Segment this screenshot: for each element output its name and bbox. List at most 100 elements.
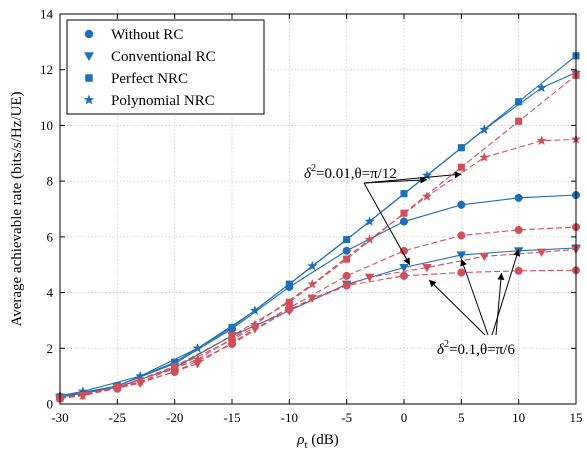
x-axis-label-subscript: t: [304, 439, 307, 451]
data-point: [457, 200, 466, 209]
data-point: [399, 217, 409, 226]
annotation-arrow: [460, 258, 489, 336]
annotation-case-a-rest: =0.01,θ=π/12: [316, 166, 397, 182]
series-red-circle-b: [55, 266, 581, 403]
data-point: [364, 234, 375, 244]
annotation-case-a: δ2=0.01,θ=π/12: [304, 163, 397, 182]
data-point: [514, 193, 523, 202]
data-point: [479, 252, 490, 262]
data-point: [536, 82, 547, 93]
annotation-case-b-rest: =0.1,θ=π/6: [449, 342, 515, 358]
data-point: [399, 246, 409, 255]
data-point: [227, 340, 237, 349]
legend-marker-triangle-down: [83, 52, 95, 62]
tick-labels: -30 -25 -20 -15 -10 -5 0 5 10 15 0 2 4 6 8 10 12 14: [40, 7, 583, 426]
annotation-case-a-delta: δ: [304, 166, 312, 182]
data-point: [421, 191, 432, 201]
legend-label: Conventional RC: [111, 49, 216, 65]
data-point: [78, 392, 88, 401]
series-line: [59, 226, 577, 399]
data-point: [249, 305, 260, 315]
data-point: [515, 117, 523, 125]
x-tick-label: -15: [223, 410, 240, 425]
data-point: [364, 273, 375, 283]
annotation-arrow: [491, 249, 521, 336]
data-point: [250, 325, 260, 334]
data-point: [514, 225, 523, 234]
series-line: [59, 269, 577, 399]
y-tick-label: 12: [40, 62, 53, 77]
x-tick-label: -30: [51, 410, 68, 425]
x-axis-label-symbol: ρ: [296, 432, 304, 448]
x-tick-label: -20: [166, 410, 183, 425]
legend-item: Perfect NRC: [85, 71, 188, 87]
legend-marker-circle: [84, 29, 94, 39]
y-tick-label: 6: [47, 229, 54, 244]
y-tick-label: 14: [40, 7, 54, 22]
annotation-case-b: δ2=0.1,θ=π/6: [437, 339, 515, 358]
annotation-arrow: [363, 171, 462, 184]
y-tick-label: 0: [47, 397, 54, 412]
data-point: [536, 135, 547, 146]
x-tick-label: -25: [109, 410, 126, 425]
data-point: [307, 278, 318, 289]
x-tick-label: 0: [401, 410, 408, 425]
y-tick-label: 4: [47, 285, 54, 300]
annotation-arrow: [363, 182, 411, 266]
annotation-case-b-delta: δ: [437, 342, 445, 358]
x-tick-label: -5: [341, 410, 352, 425]
annotation-arrows: [363, 171, 521, 336]
legend-item: Polynomial NRC: [83, 93, 215, 109]
data-point: [364, 216, 375, 226]
legend-label: Perfect NRC: [111, 71, 188, 87]
y-tick-label: 10: [40, 118, 53, 133]
x-tick-label: 15: [570, 410, 583, 425]
annotations: δ2=0.01,θ=π/12 δ2=0.1,θ=π/6: [304, 163, 521, 358]
data-point: [307, 260, 318, 271]
annotation-arrow: [495, 272, 505, 336]
x-tick-label: -10: [281, 410, 298, 425]
data-point: [342, 271, 351, 280]
data-point: [192, 342, 203, 353]
x-tick-label: 10: [512, 410, 525, 425]
y-tick-label: 8: [47, 174, 54, 189]
x-axis-label: ρt (dB): [296, 432, 339, 451]
data-point: [479, 152, 490, 162]
data-point: [457, 268, 466, 277]
series-line: [59, 74, 577, 399]
annotation-arrow: [428, 279, 486, 336]
data-point: [479, 124, 490, 134]
x-axis-label-unit: (dB): [308, 432, 339, 448]
data-point: [135, 379, 146, 388]
data-point: [536, 248, 547, 258]
data-point: [422, 263, 432, 273]
y-axis-label: Average achievable rate (bits/s/Hz/UE): [9, 91, 25, 326]
data-point: [307, 294, 318, 304]
data-point: [399, 271, 409, 280]
data-point: [343, 255, 351, 263]
data-point: [342, 246, 351, 255]
legend-marker-square: [85, 74, 93, 82]
data-point: [192, 360, 203, 369]
legend-label: Without RC: [111, 27, 183, 43]
legend-label: Polynomial NRC: [111, 93, 215, 109]
y-tick-label: 2: [47, 341, 54, 356]
annotation-case-b-sup: 2: [444, 339, 449, 350]
legend-box: [66, 19, 265, 115]
series-red-circle-a: [55, 223, 581, 403]
axis-ticks: [59, 13, 577, 405]
legend: Without RC Conventional RC Perfect NRC Poly…: [66, 19, 265, 115]
data-point: [514, 266, 523, 275]
x-tick-label: 5: [458, 410, 465, 425]
series-layer: [54, 52, 582, 404]
legend-marker-star: [83, 94, 95, 105]
data-point: [457, 163, 465, 171]
legend-item: Conventional RC: [83, 49, 216, 65]
series-line: [59, 194, 577, 398]
data-point: [457, 231, 466, 240]
series-red-triangle-down-b: [55, 245, 581, 404]
plot-frame: [59, 13, 577, 405]
annotation-case-a-sup: 2: [311, 163, 316, 174]
data-point: [456, 251, 467, 260]
